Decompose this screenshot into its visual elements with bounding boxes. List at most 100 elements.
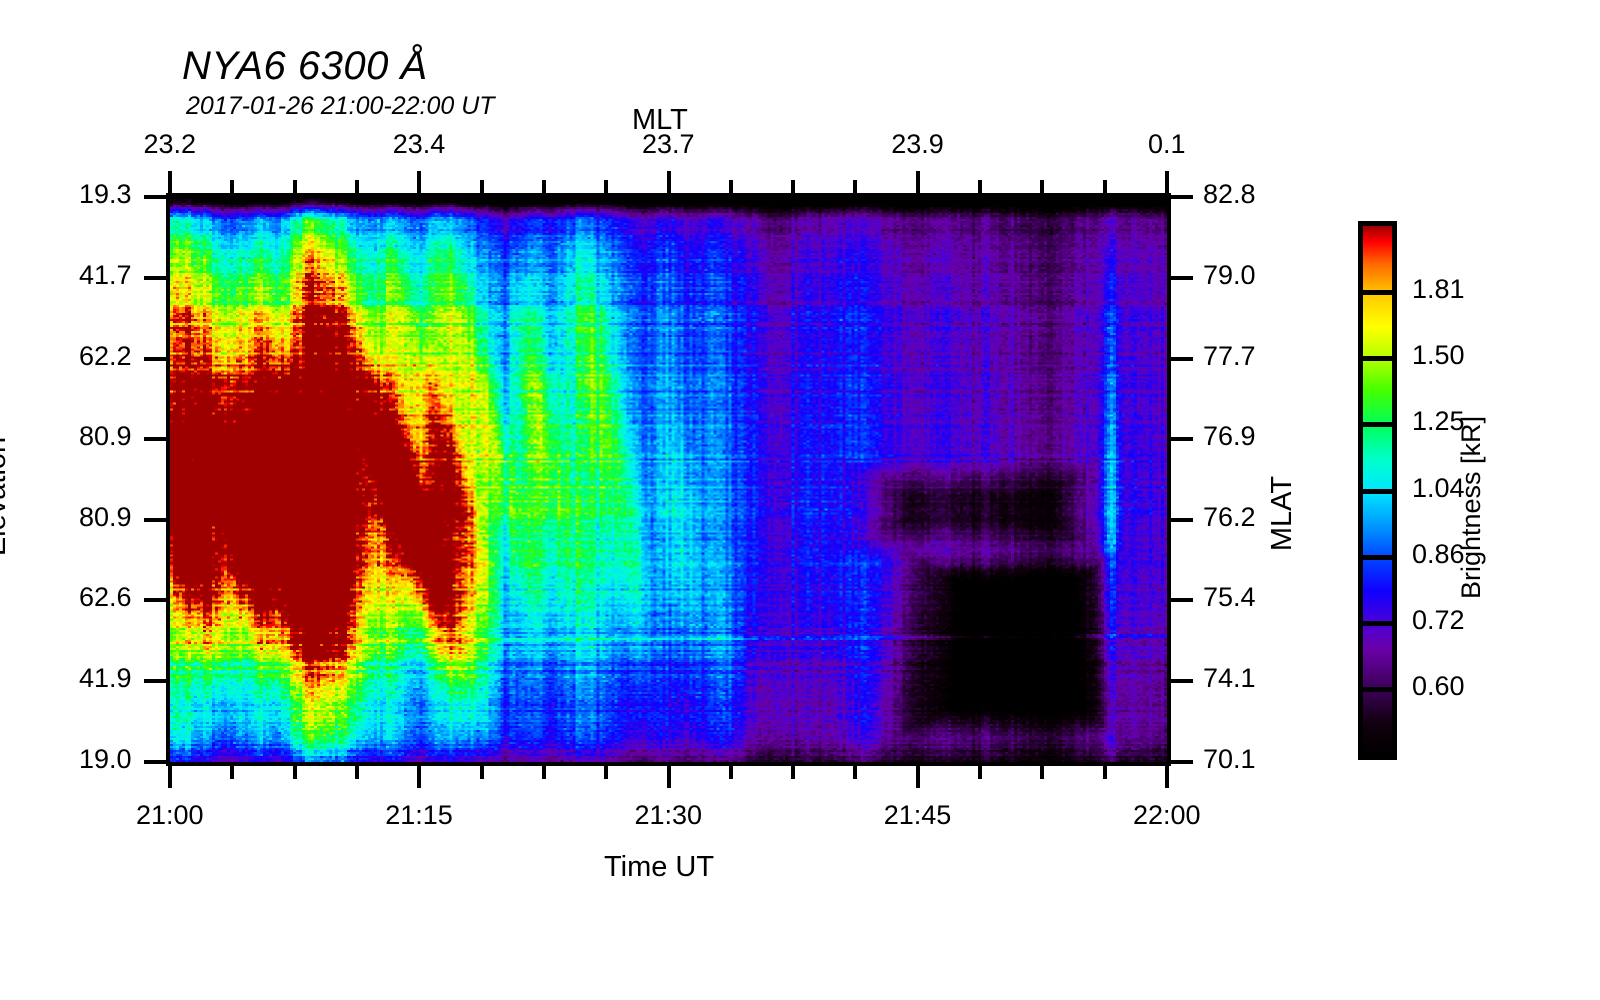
mlt-tick-label: 23.9: [891, 129, 944, 159]
x-tick-minor: [604, 766, 609, 779]
mlt-tick-minor: [853, 180, 858, 193]
x-tick-label: 22:00: [1133, 800, 1201, 830]
mlat-tick-label: 70.1: [1203, 744, 1256, 774]
mlt-tick-minor: [604, 180, 609, 193]
x-tick-minor: [1102, 766, 1107, 779]
mlat-tick: [1171, 760, 1193, 764]
elev-tick: [144, 356, 166, 361]
heatmap-plot-area: [170, 197, 1167, 762]
mlt-tick-label: 23.7: [642, 129, 695, 159]
plot-border-left: [166, 193, 170, 766]
mlt-tick-minor: [230, 180, 235, 193]
keogram-heatmap: [170, 197, 1167, 762]
colorbar-segment-divider: [1358, 554, 1397, 560]
colorbar-segment-divider: [1358, 686, 1397, 692]
x-tick-minor: [354, 766, 359, 779]
elev-tick-label: 41.9: [79, 663, 132, 694]
mlt-tick-minor: [1102, 180, 1107, 193]
x-tick-minor: [728, 766, 733, 779]
colorbar-title: Brightness [kR]: [1456, 415, 1487, 600]
mlat-tick: [1171, 679, 1193, 684]
colorbar-tick-label: 0.72: [1412, 604, 1465, 635]
left-axis-title: Elevation: [0, 436, 13, 557]
colorbar-tick-label: 1.81: [1412, 274, 1465, 305]
colorbar-tick-label: 1.25: [1412, 406, 1465, 437]
mlat-tick-label: 76.9: [1203, 421, 1256, 452]
elev-tick: [144, 679, 166, 684]
x-tick-label: 21:30: [634, 800, 703, 830]
x-tick-major: [1165, 766, 1169, 788]
mlt-tick-minor: [791, 180, 796, 193]
colorbar-segment-divider: [1358, 356, 1397, 362]
x-tick-major: [915, 766, 920, 788]
mlat-tick-label: 79.0: [1203, 259, 1256, 290]
mlt-tick-minor: [978, 180, 983, 193]
right-axis-title: MLAT: [1266, 475, 1299, 552]
figure-subtitle: 2017-01-26 21:00-22:00 UT: [186, 92, 495, 120]
mlt-tick-label: 23.2: [143, 129, 197, 159]
mlt-tick-label: 23.4: [392, 129, 446, 159]
mlt-tick-major: [417, 171, 422, 193]
x-tick-minor: [791, 766, 796, 779]
x-tick-major: [168, 766, 172, 788]
elev-tick: [144, 517, 166, 522]
x-tick-minor: [1040, 766, 1045, 779]
mlat-tick: [1171, 275, 1193, 280]
plot-border-bottom: [166, 762, 1171, 766]
mlt-tick-minor: [354, 180, 359, 193]
mlt-tick-major: [168, 171, 172, 193]
elev-tick-label: 80.9: [79, 501, 132, 532]
x-tick-minor: [541, 766, 546, 779]
plot-border-top: [166, 193, 1171, 197]
elev-tick: [144, 598, 166, 603]
x-tick-minor: [978, 766, 983, 779]
elev-tick: [144, 275, 166, 280]
x-tick-minor: [292, 766, 297, 779]
x-tick-label: 21:15: [385, 800, 453, 830]
mlt-tick-major: [915, 171, 920, 193]
mlat-tick: [1171, 437, 1193, 442]
mlt-tick-major: [666, 171, 671, 193]
mlt-tick-minor: [479, 180, 484, 193]
mlat-tick-label: 82.8: [1203, 179, 1256, 209]
colorbar-segment-divider: [1358, 422, 1397, 428]
colorbar-tick-label: 1.50: [1412, 340, 1465, 371]
elev-tick: [144, 760, 166, 764]
mlt-tick-major: [1165, 171, 1169, 193]
elev-tick: [144, 437, 166, 442]
mlt-tick-minor: [728, 180, 733, 193]
elev-tick-label: 80.9: [79, 421, 132, 452]
x-tick-minor: [853, 766, 858, 779]
bottom-axis-title: Time UT: [604, 851, 715, 883]
mlt-tick-minor: [541, 180, 546, 193]
mlat-tick-label: 76.2: [1203, 501, 1256, 532]
mlt-tick-minor: [1040, 180, 1045, 193]
figure-title: NYA6 6300 Å: [182, 44, 428, 88]
mlat-tick-label: 77.7: [1203, 340, 1256, 371]
colorbar-segment-divider: [1358, 488, 1397, 494]
plot-border-right: [1167, 193, 1171, 766]
mlat-tick: [1171, 356, 1193, 361]
x-tick-major: [666, 766, 671, 788]
colorbar-tick-label: 0.60: [1412, 670, 1465, 701]
mlt-tick-minor: [292, 180, 297, 193]
colorbar-segment-divider: [1358, 290, 1397, 296]
x-tick-label: 21:45: [883, 800, 952, 830]
mlt-tick-label: 0.1: [1148, 129, 1186, 159]
elev-tick: [144, 195, 166, 199]
top-axis-title: MLT: [632, 104, 688, 136]
mlat-tick: [1171, 195, 1193, 199]
elev-tick-label: 19.0: [79, 744, 132, 774]
colorbar-segment-divider: [1358, 620, 1397, 626]
mlat-tick-label: 74.1: [1203, 663, 1256, 694]
x-tick-label: 21:00: [136, 800, 204, 830]
x-tick-minor: [479, 766, 484, 779]
colorbar-tick-label: 0.86: [1412, 538, 1465, 569]
mlat-tick: [1171, 517, 1193, 522]
elev-tick-label: 19.3: [79, 179, 132, 209]
elev-tick-label: 62.2: [79, 340, 132, 371]
elev-tick-label: 41.7: [79, 259, 132, 290]
x-tick-major: [417, 766, 422, 788]
mlat-tick-label: 75.4: [1203, 582, 1256, 613]
